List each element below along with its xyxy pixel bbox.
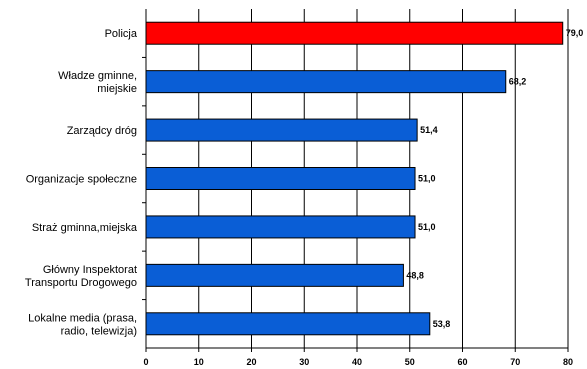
category-label-5: Główny Inspektorat Transportu Drogowego xyxy=(25,264,137,289)
bar-6 xyxy=(145,312,431,336)
value-label-6: 53,8 xyxy=(433,319,451,329)
bar-5 xyxy=(145,263,404,287)
category-label-4: Straż gminna,miejska xyxy=(32,222,138,234)
bars xyxy=(145,21,564,336)
category-label-2: Zarządcy dróg xyxy=(67,125,137,137)
value-label-4: 51,0 xyxy=(418,222,436,232)
x-tick-label-20: 20 xyxy=(246,357,256,367)
x-tick-label-40: 40 xyxy=(352,357,362,367)
x-tick-label-0: 0 xyxy=(143,357,148,367)
category-label-1: Władze gminne, miejskie xyxy=(58,70,137,95)
category-label-0: Policja xyxy=(105,28,138,40)
bar-4 xyxy=(145,215,416,239)
x-tick-label-30: 30 xyxy=(299,357,309,367)
x-tick-label-80: 80 xyxy=(563,357,573,367)
bar-2 xyxy=(145,118,418,142)
category-label-6: Lokalne media (prasa, radio, telewizja) xyxy=(28,312,137,337)
value-label-3: 51,0 xyxy=(418,174,436,184)
axes xyxy=(142,9,569,352)
x-tick-label-50: 50 xyxy=(405,357,415,367)
x-tick-label-70: 70 xyxy=(510,357,520,367)
value-label-2: 51,4 xyxy=(420,125,438,135)
value-label-5: 48,8 xyxy=(406,270,424,280)
bar-0 xyxy=(145,21,564,45)
value-label-1: 68,2 xyxy=(509,77,527,87)
x-tick-label-10: 10 xyxy=(194,357,204,367)
x-tick-label-60: 60 xyxy=(457,357,467,367)
value-label-0: 79,0 xyxy=(566,28,584,38)
bar-1 xyxy=(145,70,507,94)
bar-3 xyxy=(145,167,416,190)
category-label-3: Organizacje społeczne xyxy=(26,174,137,186)
value-labels: 79,0 68,2 51,4 51,0 51,0 48,8 53,8 xyxy=(406,28,583,329)
category-labels: Policja Władze gminne, miejskie Zarządcy dr… xyxy=(25,28,138,337)
tick-labels: 0 10 20 30 40 50 60 70 80 xyxy=(143,357,573,367)
